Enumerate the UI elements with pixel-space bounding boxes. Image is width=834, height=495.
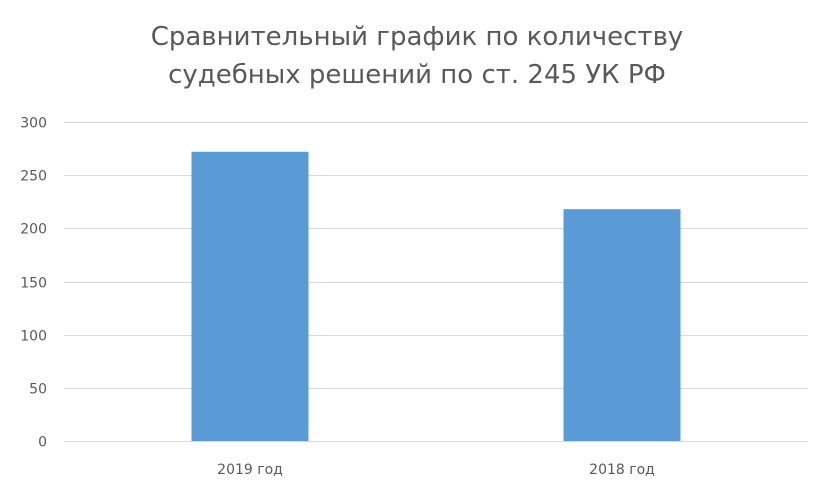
y-tick-label: 50 [29,382,47,398]
gridlines [64,122,808,442]
y-tick-label: 150 [20,276,47,292]
y-tick-label: 200 [20,222,47,238]
bar-2 [563,209,681,441]
chart-title: Сравнительный график по количеству судеб… [0,18,834,94]
chart-title-line-2: судебных решений по ст. 245 УК РФ [168,60,666,90]
bar-1 [191,151,309,442]
chart-title-line-1: Сравнительный график по количеству [150,22,684,52]
y-tick-label: 300 [20,116,47,132]
y-tick-label: 250 [20,169,47,185]
x-axis-category-labels: 2019 год 2018 год [217,462,655,478]
y-tick-label: 0 [38,435,47,451]
x-category-label: 2018 год [589,462,655,478]
y-tick-label: 100 [20,329,47,345]
x-category-label: 2019 год [217,462,283,478]
bars [191,151,681,442]
y-axis-tick-labels: 0 50 100 150 200 250 300 [20,116,47,451]
